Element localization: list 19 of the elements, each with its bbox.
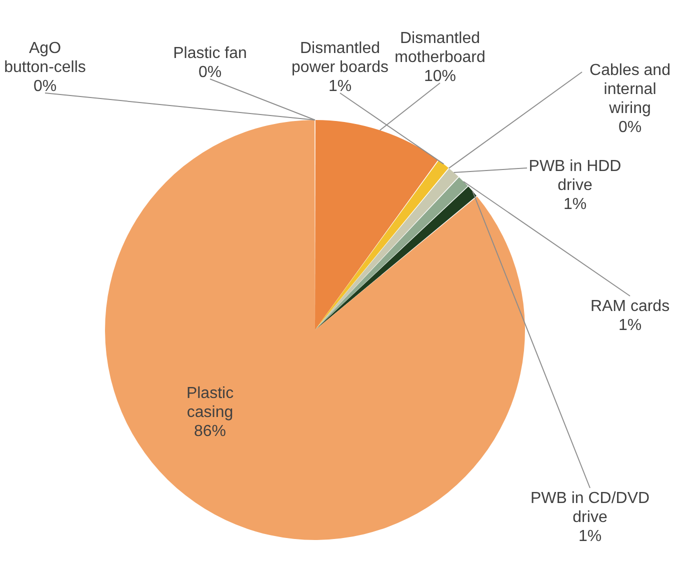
- text: 0%: [198, 64, 222, 81]
- data-label: 86%: [194, 423, 226, 440]
- data-label: 1%: [578, 528, 602, 545]
- slice-label: Dismantled motherboard: [394, 30, 486, 66]
- data-label: 1%: [618, 317, 642, 334]
- slice-label: PWB in HDD drive: [528, 158, 622, 194]
- slice-label: Dismantled power boards: [292, 40, 388, 76]
- slice-label: RAM cards: [590, 298, 670, 315]
- slice-label: Plastic casing: [186, 385, 234, 421]
- pie-slice: [315, 120, 438, 330]
- text: 0%: [33, 78, 57, 95]
- category-label: Plastic fan: [173, 45, 247, 62]
- category-label: Cables and internal wiring: [590, 62, 670, 117]
- data-label: 1%: [563, 196, 587, 213]
- category-label: AgO button-cells: [4, 40, 86, 76]
- data-label: 10%: [424, 68, 456, 85]
- data-label: 1%: [328, 78, 352, 95]
- text: 0%: [618, 119, 642, 136]
- slice-label: PWB in CD/DVD drive: [530, 490, 650, 526]
